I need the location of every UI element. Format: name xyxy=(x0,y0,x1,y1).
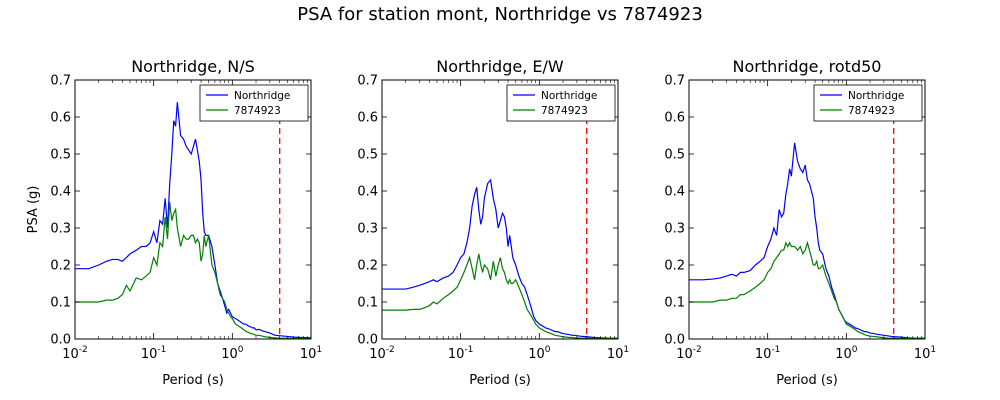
series-line-simulation xyxy=(689,240,925,339)
y-tick-label: 0.7 xyxy=(50,74,71,89)
figure-title: PSA for station mont, Northridge vs 7874… xyxy=(297,4,703,25)
axes-frame xyxy=(381,79,619,340)
legend-label: Northridge xyxy=(541,90,597,102)
y-tick-label: 0.7 xyxy=(664,74,685,89)
y-tick-label: 0.3 xyxy=(357,222,378,237)
series-line-simulation xyxy=(382,253,618,339)
y-tick-label: 0.3 xyxy=(50,222,71,237)
y-tick-label: 0.5 xyxy=(664,148,685,163)
x-axis-label: Period (s) xyxy=(162,373,224,388)
legend: Northridge 7874923 xyxy=(813,84,923,122)
y-tick-label: 0.4 xyxy=(664,185,685,200)
y-tick-label: 0.0 xyxy=(50,333,71,348)
plot-area xyxy=(689,118,925,339)
x-tick-label: 100 xyxy=(835,345,858,362)
y-tick-label: 0.1 xyxy=(357,296,378,311)
y-tick-label: 0.4 xyxy=(50,185,71,200)
y-tick-label: 0.2 xyxy=(664,259,685,274)
legend-label: Northridge xyxy=(234,90,290,102)
plot-area xyxy=(75,102,311,339)
y-tick-label: 0.0 xyxy=(664,333,685,348)
y-tick-label: 0.7 xyxy=(357,74,378,89)
legend-box xyxy=(506,84,616,122)
y-tick-label: 0.0 xyxy=(357,333,378,348)
y-tick-label: 0.5 xyxy=(357,148,378,163)
y-tick-label: 0.6 xyxy=(664,111,685,126)
axes-frame xyxy=(74,79,312,340)
legend: Northridge 7874923 xyxy=(199,84,309,122)
legend: Northridge 7874923 xyxy=(506,84,616,122)
legend-label: 7874923 xyxy=(234,105,281,117)
y-tick-label: 0.2 xyxy=(357,259,378,274)
legend-box xyxy=(813,84,923,122)
legend-label: Northridge xyxy=(848,90,904,102)
x-tick-label: 101 xyxy=(914,345,936,362)
y-tick-label: 0.6 xyxy=(357,111,378,126)
series-line-simulation xyxy=(75,202,311,339)
x-axis-label: Period (s) xyxy=(776,373,838,388)
panel-title: Northridge, N/S xyxy=(131,57,255,76)
x-axis-label: Period (s) xyxy=(469,373,531,388)
panel-title: Northridge, E/W xyxy=(436,57,564,76)
y-tick-label: 0.2 xyxy=(50,259,71,274)
x-tick-label: 10-2 xyxy=(676,345,702,362)
legend-box xyxy=(199,84,309,122)
series-line-northridge xyxy=(75,102,311,339)
x-tick-label: 10-1 xyxy=(755,345,781,362)
y-tick-label: 0.4 xyxy=(357,185,378,200)
y-axis-label: PSA (g) xyxy=(26,186,41,234)
y-tick-label: 0.1 xyxy=(50,296,71,311)
series-line-northridge xyxy=(689,142,925,339)
y-tick-label: 0.3 xyxy=(664,222,685,237)
legend-label: 7874923 xyxy=(848,105,895,117)
y-tick-label: 0.6 xyxy=(50,111,71,126)
y-tick-label: 0.5 xyxy=(50,148,71,163)
plot-area xyxy=(382,118,618,339)
y-tick-label: 0.1 xyxy=(664,296,685,311)
panel-title: Northridge, rotd50 xyxy=(733,57,882,76)
axes-frame xyxy=(688,79,926,340)
series-line-northridge xyxy=(382,178,618,339)
legend-label: 7874923 xyxy=(541,105,588,117)
